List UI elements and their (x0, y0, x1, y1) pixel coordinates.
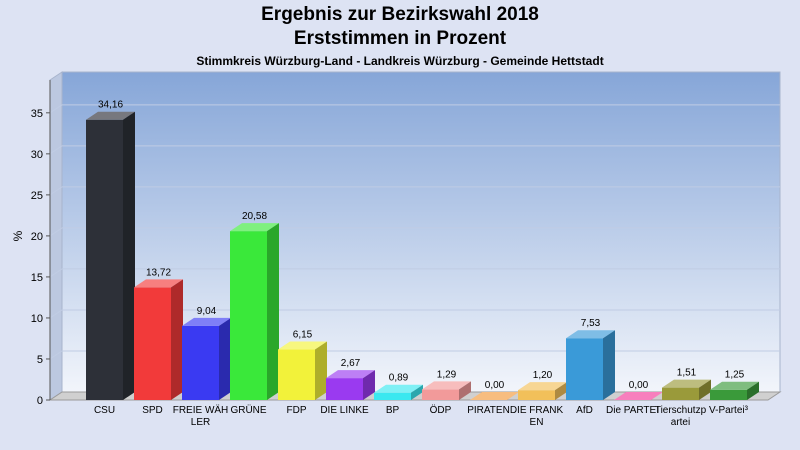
bar (182, 325, 219, 400)
grid-line-side (49, 350, 63, 360)
bar (326, 378, 363, 400)
bar (662, 387, 699, 400)
bar-top (86, 111, 135, 120)
bar-value-label: 1,51 (677, 368, 697, 379)
bar-top (518, 382, 567, 391)
bar (134, 287, 171, 400)
bar-value-label: 2,67 (341, 358, 361, 369)
bar-side (171, 279, 183, 400)
bar-top (614, 392, 663, 400)
bar-top (710, 381, 759, 390)
y-axis-label: % (11, 230, 25, 241)
x-tick-label: PIRATEN (467, 405, 510, 416)
bar-top (566, 330, 615, 339)
y-tick-label: 10 (31, 313, 43, 325)
bar-value-label: 9,04 (197, 306, 217, 317)
y-tick-label: 5 (37, 354, 43, 366)
bar-side (267, 223, 279, 400)
bar-top (662, 379, 711, 388)
bar-value-label: 13,72 (146, 267, 171, 278)
bar-side (315, 341, 327, 400)
x-tick-label: SPD (142, 405, 163, 416)
bar-value-label: 34,16 (98, 100, 123, 111)
bar (566, 338, 603, 400)
y-tick-label: 20 (31, 231, 43, 243)
bar (230, 231, 267, 400)
bar-side (747, 381, 759, 400)
bar-side (699, 379, 711, 400)
chart-title: Ergebnis zur Bezirkswahl 2018 (261, 4, 539, 25)
x-tick-label: DIE FRANKEN (509, 405, 564, 428)
bar-top (326, 370, 375, 379)
x-tick-label: FREIE WÄHLER (172, 405, 229, 428)
plot-side-wall (49, 71, 63, 401)
bar (374, 392, 411, 400)
bar-side (459, 381, 471, 400)
bar-value-label: 0,00 (485, 380, 505, 391)
y-tick-label: 30 (31, 149, 43, 161)
bar-top (278, 341, 327, 350)
x-tick-label: DIE LINKE (320, 405, 369, 416)
y-tick-label: 15 (31, 272, 43, 284)
y-tick-label: 0 (37, 395, 43, 407)
x-tick-label: GRÜNE (230, 405, 267, 416)
bar-side (411, 384, 423, 400)
bar (278, 349, 315, 400)
x-tick-label: BP (385, 405, 400, 416)
bar (518, 390, 555, 400)
x-tick-label: AfD (576, 405, 593, 416)
x-tick-label: FDP (286, 405, 307, 416)
grid-line-side (49, 145, 63, 155)
bar-top (182, 317, 231, 326)
bar-side (603, 330, 615, 400)
bar-side (219, 317, 231, 400)
bar (86, 119, 123, 400)
bar-side (363, 370, 375, 400)
x-tick-label: ÖDP (429, 405, 452, 416)
bar-value-label: 7,53 (581, 318, 601, 329)
bar-side (555, 382, 567, 400)
bar-top (470, 392, 519, 400)
grid-line-side (49, 309, 63, 319)
bar (710, 389, 747, 400)
bar-value-label: 1,29 (437, 369, 457, 380)
bar-value-label: 20,58 (242, 211, 267, 222)
grid-line-side (49, 186, 63, 196)
bar-value-label: 6,15 (293, 330, 313, 341)
bar-value-label: 1,20 (533, 370, 553, 381)
grid-line-side (49, 227, 63, 237)
x-tick-label: Tierschutzpartei (654, 405, 707, 428)
grid-line-side (49, 104, 63, 114)
y-tick-label: 35 (31, 108, 43, 120)
y-tick-label: 25 (31, 190, 43, 202)
bar (422, 389, 459, 400)
bar-side (123, 111, 135, 400)
bar-top (422, 381, 471, 390)
x-tick-label: Die PARTEI (606, 405, 659, 416)
chart-subtitle: Erststimmen in Prozent (293, 28, 507, 49)
bar-value-label: 1,25 (725, 370, 745, 381)
bar-top (230, 223, 279, 232)
chart-subtitle-location: Stimmkreis Würzburg-Land - Landkreis Wür… (196, 54, 604, 68)
x-tick-label: V-Partei³ (709, 405, 748, 416)
x-tick-label: CSU (93, 405, 116, 416)
bar-value-label: 0,00 (629, 380, 649, 391)
grid-line-side (49, 268, 63, 278)
bar-top (374, 384, 423, 393)
bar-top (134, 279, 183, 288)
bar-value-label: 0,89 (389, 373, 409, 384)
